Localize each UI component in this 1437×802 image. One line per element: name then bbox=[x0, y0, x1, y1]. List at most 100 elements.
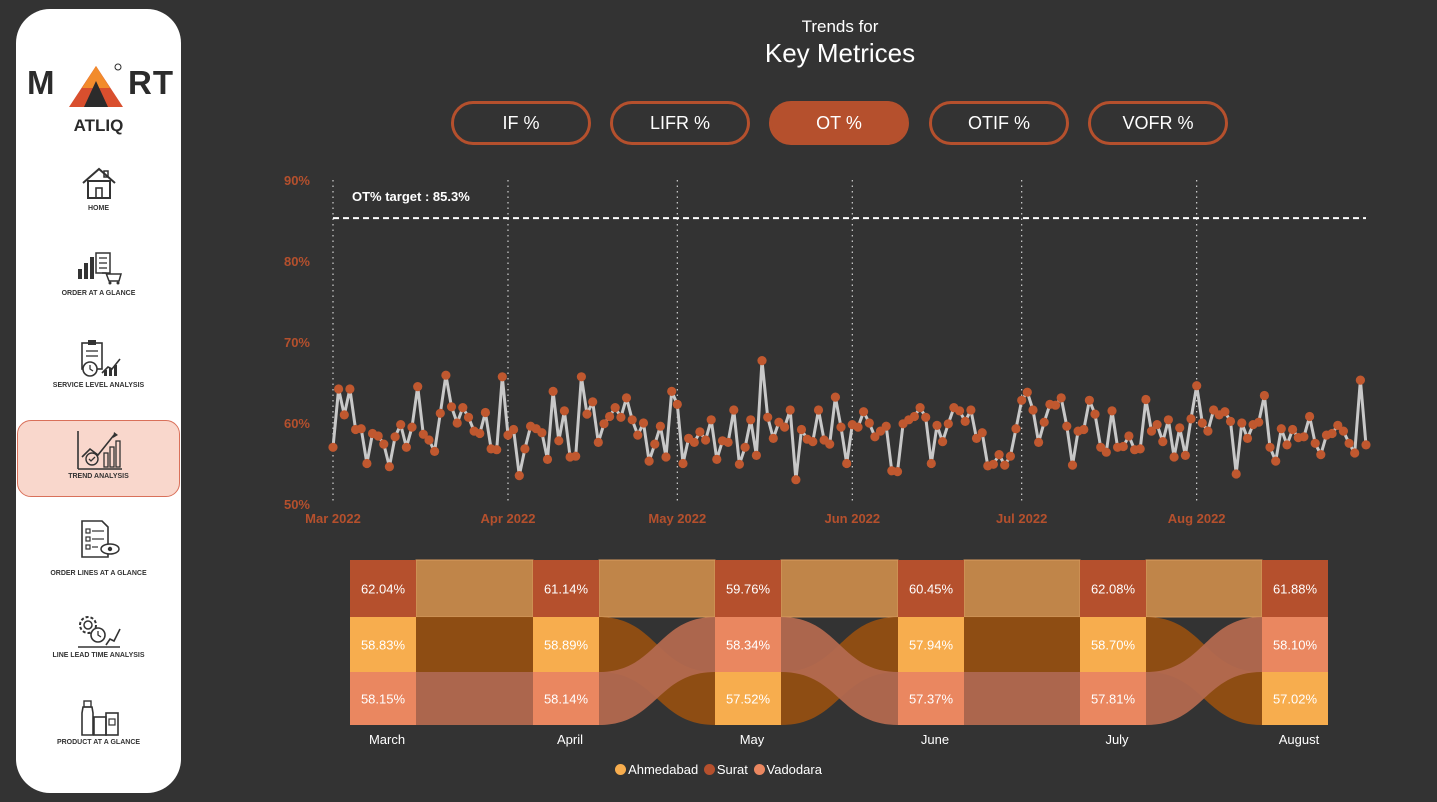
data-point-34[interactable] bbox=[520, 444, 530, 454]
data-point-129[interactable] bbox=[1056, 393, 1066, 403]
data-point-133[interactable] bbox=[1079, 424, 1089, 435]
data-point-107[interactable] bbox=[932, 420, 942, 430]
data-point-175[interactable] bbox=[1316, 450, 1326, 460]
data-point-48[interactable] bbox=[599, 419, 609, 429]
data-point-13[interactable] bbox=[401, 442, 411, 452]
data-point-43[interactable] bbox=[571, 451, 581, 461]
data-point-40[interactable] bbox=[554, 436, 564, 446]
data-point-11[interactable] bbox=[390, 432, 400, 442]
tab-otif[interactable]: OTIF % bbox=[929, 101, 1069, 145]
data-point-130[interactable] bbox=[1062, 421, 1072, 431]
data-point-161[interactable] bbox=[1237, 418, 1247, 428]
data-point-90[interactable] bbox=[836, 422, 846, 432]
data-point-121[interactable] bbox=[1011, 424, 1021, 434]
legend-item-vadodara[interactable]: Vadodara bbox=[753, 762, 822, 777]
data-point-83[interactable] bbox=[796, 424, 807, 435]
data-point-178[interactable] bbox=[1333, 420, 1343, 430]
data-point-51[interactable] bbox=[616, 412, 626, 422]
data-point-54[interactable] bbox=[633, 430, 643, 440]
data-point-31[interactable] bbox=[503, 430, 513, 440]
data-point-182[interactable] bbox=[1355, 375, 1365, 385]
data-point-124[interactable] bbox=[1028, 405, 1038, 415]
data-point-41[interactable] bbox=[559, 406, 570, 416]
bar-surat-march[interactable] bbox=[350, 560, 416, 617]
data-point-50[interactable] bbox=[610, 403, 620, 413]
data-point-165[interactable] bbox=[1259, 390, 1269, 401]
data-point-183[interactable] bbox=[1361, 440, 1371, 450]
data-point-141[interactable] bbox=[1124, 431, 1134, 441]
data-point-146[interactable] bbox=[1152, 420, 1162, 430]
data-point-117[interactable] bbox=[988, 459, 999, 469]
data-point-143[interactable] bbox=[1135, 444, 1145, 454]
bar-vadodara-march[interactable] bbox=[350, 672, 416, 725]
data-point-44[interactable] bbox=[576, 372, 587, 382]
data-point-22[interactable] bbox=[452, 418, 462, 428]
data-point-55[interactable] bbox=[638, 418, 649, 428]
data-point-62[interactable] bbox=[678, 458, 688, 469]
data-point-151[interactable] bbox=[1180, 450, 1190, 460]
tab-lifr[interactable]: LIFR % bbox=[610, 101, 750, 145]
data-point-46[interactable] bbox=[588, 397, 598, 407]
data-point-162[interactable] bbox=[1242, 433, 1253, 443]
bar-ahmedabad-march[interactable] bbox=[350, 617, 416, 672]
data-point-144[interactable] bbox=[1141, 394, 1151, 405]
data-point-77[interactable] bbox=[763, 412, 773, 422]
data-point-150[interactable] bbox=[1175, 423, 1185, 433]
data-point-72[interactable] bbox=[734, 459, 745, 469]
data-point-114[interactable] bbox=[971, 433, 982, 443]
data-point-38[interactable] bbox=[542, 454, 553, 464]
data-point-105[interactable] bbox=[921, 412, 931, 422]
data-point-179[interactable] bbox=[1338, 426, 1348, 436]
data-point-29[interactable] bbox=[492, 445, 502, 455]
data-point-47[interactable] bbox=[593, 437, 603, 447]
data-point-115[interactable] bbox=[977, 428, 987, 438]
data-point-94[interactable] bbox=[859, 407, 869, 417]
data-point-80[interactable] bbox=[780, 422, 790, 432]
data-point-152[interactable] bbox=[1186, 414, 1196, 424]
data-point-6[interactable] bbox=[362, 458, 372, 469]
data-point-168[interactable] bbox=[1276, 424, 1286, 434]
data-point-128[interactable] bbox=[1050, 400, 1061, 410]
tab-vofr[interactable]: VOFR % bbox=[1088, 101, 1228, 145]
data-point-59[interactable] bbox=[661, 452, 671, 462]
data-point-85[interactable] bbox=[808, 437, 818, 447]
data-point-73[interactable] bbox=[740, 442, 750, 452]
data-point-71[interactable] bbox=[729, 405, 739, 415]
data-point-147[interactable] bbox=[1158, 437, 1168, 447]
data-point-138[interactable] bbox=[1107, 406, 1117, 416]
data-point-75[interactable] bbox=[751, 450, 762, 460]
data-point-134[interactable] bbox=[1084, 395, 1094, 405]
data-point-98[interactable] bbox=[881, 421, 891, 431]
data-point-81[interactable] bbox=[785, 405, 795, 415]
bar-vadodara-may[interactable] bbox=[715, 617, 781, 672]
data-point-96[interactable] bbox=[870, 432, 880, 442]
data-point-9[interactable] bbox=[379, 439, 389, 449]
data-point-14[interactable] bbox=[407, 422, 417, 432]
data-point-16[interactable] bbox=[418, 429, 428, 439]
data-point-20[interactable] bbox=[441, 370, 451, 380]
bar-surat-july[interactable] bbox=[1080, 560, 1146, 617]
data-point-164[interactable] bbox=[1254, 417, 1264, 427]
data-point-65[interactable] bbox=[695, 427, 705, 437]
data-point-172[interactable] bbox=[1299, 432, 1309, 442]
data-point-8[interactable] bbox=[373, 431, 383, 441]
data-point-76[interactable] bbox=[757, 356, 767, 366]
data-point-12[interactable] bbox=[396, 420, 406, 430]
data-point-66[interactable] bbox=[701, 435, 711, 445]
data-point-103[interactable] bbox=[909, 411, 920, 422]
data-point-27[interactable] bbox=[480, 407, 490, 418]
data-point-24[interactable] bbox=[463, 412, 474, 422]
data-point-145[interactable] bbox=[1146, 426, 1157, 436]
data-point-154[interactable] bbox=[1197, 418, 1207, 428]
data-point-112[interactable] bbox=[960, 416, 970, 426]
data-point-10[interactable] bbox=[384, 462, 394, 472]
data-point-17[interactable] bbox=[424, 435, 434, 445]
data-point-88[interactable] bbox=[825, 439, 835, 449]
data-point-56[interactable] bbox=[644, 456, 654, 466]
bar-surat-may[interactable] bbox=[715, 560, 781, 617]
data-point-3[interactable] bbox=[345, 384, 355, 394]
data-point-2[interactable] bbox=[339, 410, 349, 420]
data-point-169[interactable] bbox=[1282, 440, 1292, 450]
data-point-158[interactable] bbox=[1220, 407, 1230, 417]
data-point-49[interactable] bbox=[605, 411, 615, 422]
